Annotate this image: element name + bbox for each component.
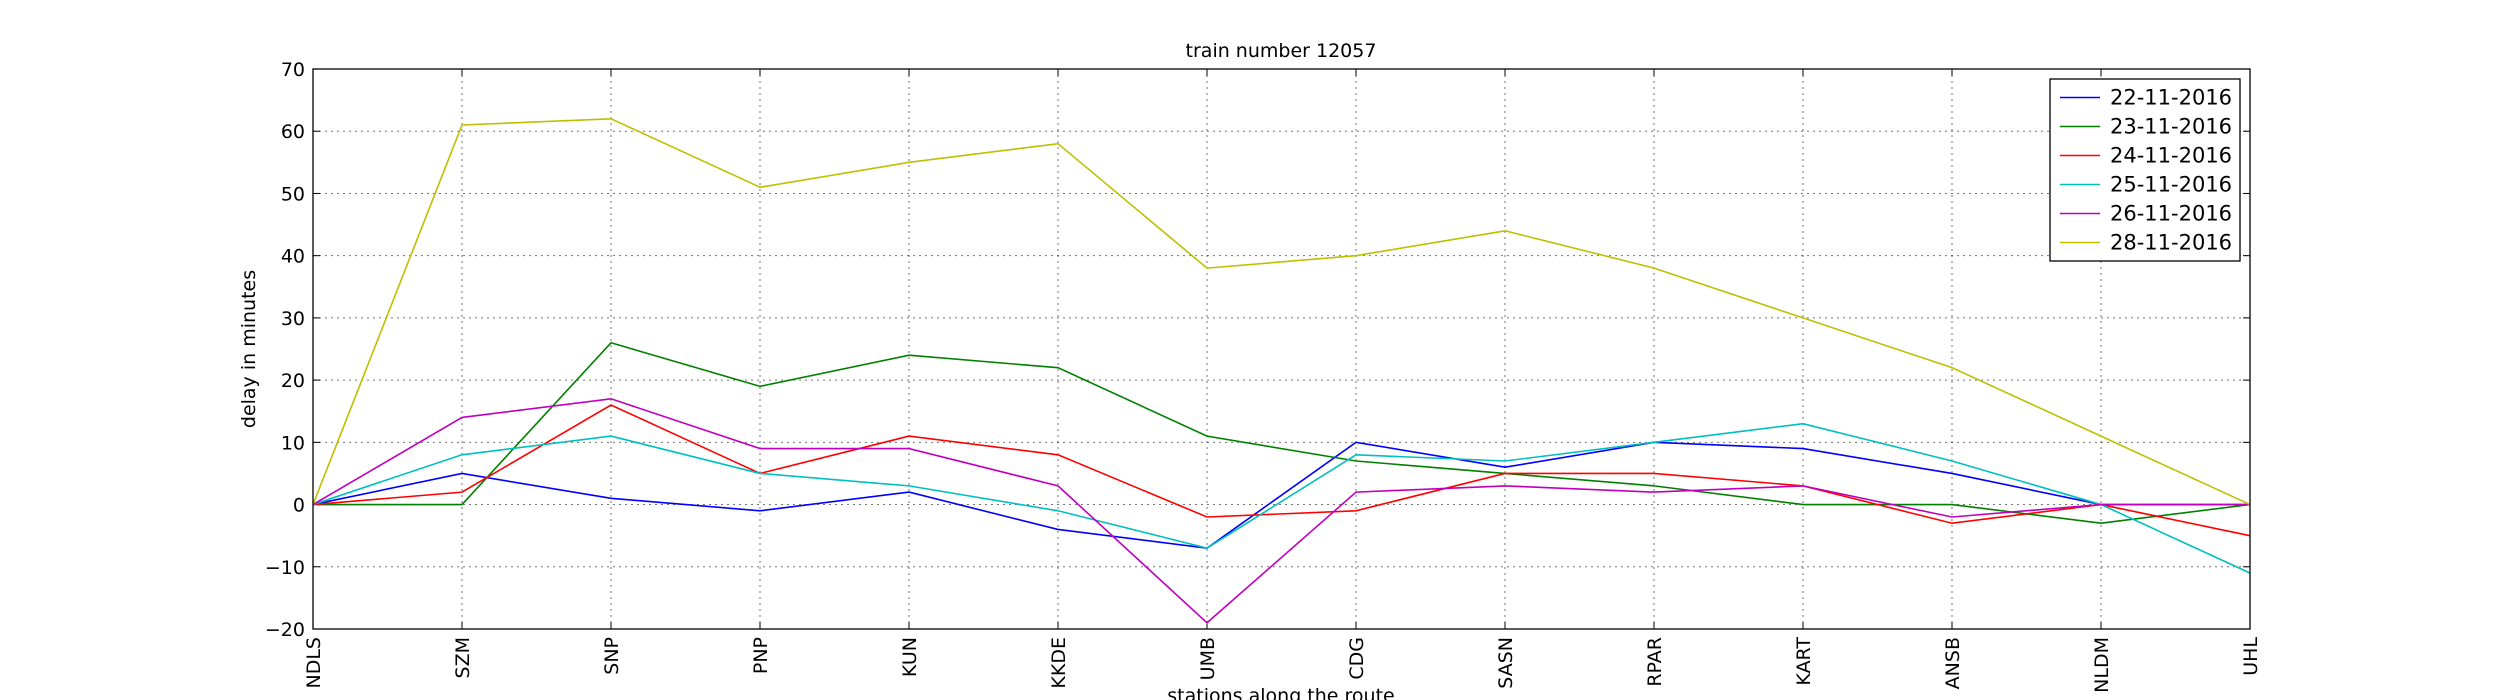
y-tick-label: 10 <box>281 432 305 454</box>
x-tick-label: NDLS <box>303 637 325 689</box>
x-tick-label: KART <box>1793 637 1815 686</box>
y-tick-label: 30 <box>281 308 305 330</box>
y-axis-label: delay in minutes <box>238 270 260 428</box>
x-axis-label: stations along the route <box>1167 685 1394 700</box>
x-tick-label: PNP <box>750 637 772 674</box>
legend-label: 22-11-2016 <box>2110 86 2232 110</box>
y-tick-label: 0 <box>293 495 305 517</box>
y-tick-label: 70 <box>281 59 305 81</box>
y-tick-label: −10 <box>265 557 305 579</box>
y-tick-label: 40 <box>281 246 305 268</box>
x-tick-label: KUN <box>899 637 921 677</box>
legend: 22-11-2016 23-11-2016 24-11-2016 25-11-2016… <box>2049 78 2241 262</box>
x-tick-label: UMB <box>1197 637 1219 680</box>
legend-label: 23-11-2016 <box>2110 115 2232 139</box>
legend-label: 26-11-2016 <box>2110 202 2232 226</box>
x-tick-label: NLDM <box>2091 637 2113 693</box>
x-tick-label: SZM <box>452 637 474 678</box>
x-tick-label: CDG <box>1346 637 1368 680</box>
legend-label: 24-11-2016 <box>2110 144 2232 168</box>
series-line <box>312 397 2250 624</box>
y-tick-label: 60 <box>281 121 305 143</box>
series-line <box>313 341 2251 525</box>
x-tick-label: UHL <box>2240 637 2262 676</box>
x-tick-label: RPAR <box>1644 637 1666 687</box>
legend-box <box>2049 78 2241 262</box>
x-tick-label: KKDE <box>1048 637 1070 689</box>
series-line <box>312 441 2250 549</box>
x-tick-label: SNP <box>601 637 623 675</box>
y-tick-label: 50 <box>281 183 305 205</box>
chart-title: train number 12057 <box>1186 40 1377 62</box>
series-line <box>312 422 2251 574</box>
series-line <box>312 117 2251 506</box>
plot-frame <box>312 68 2251 630</box>
x-tick-label: SASN <box>1495 637 1517 689</box>
y-tick-label: 20 <box>281 370 305 392</box>
x-tick-label: ANSB <box>1942 637 1964 689</box>
y-tick-label: −20 <box>265 619 305 641</box>
legend-label: 28-11-2016 <box>2110 231 2232 255</box>
legend-label: 25-11-2016 <box>2110 173 2232 197</box>
series-line <box>312 404 2251 537</box>
